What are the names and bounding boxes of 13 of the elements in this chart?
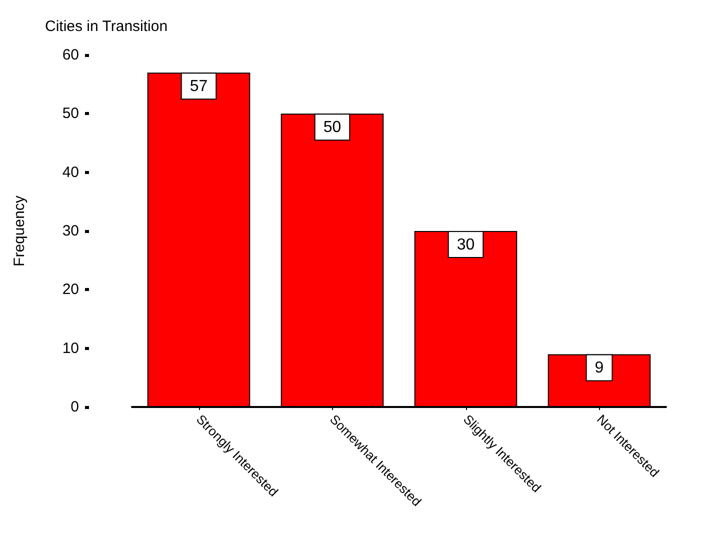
data-label: 57 — [190, 78, 208, 96]
data-label: 50 — [323, 119, 342, 136]
y-tick-label: 40 — [62, 164, 79, 181]
y-tick-label: 20 — [62, 281, 79, 298]
y-tick-label: 10 — [62, 340, 79, 357]
y-tick-label: 0 — [70, 398, 79, 416]
data-label: 9 — [594, 360, 604, 377]
y-tick-label: 60 — [62, 46, 79, 64]
y-axis-title: Frequency — [11, 195, 28, 266]
y-tick-label: 30 — [62, 222, 79, 240]
y-tick-label: 50 — [62, 105, 79, 122]
data-label: 30 — [456, 236, 475, 254]
chart-title: Cities in Transition — [45, 18, 168, 35]
